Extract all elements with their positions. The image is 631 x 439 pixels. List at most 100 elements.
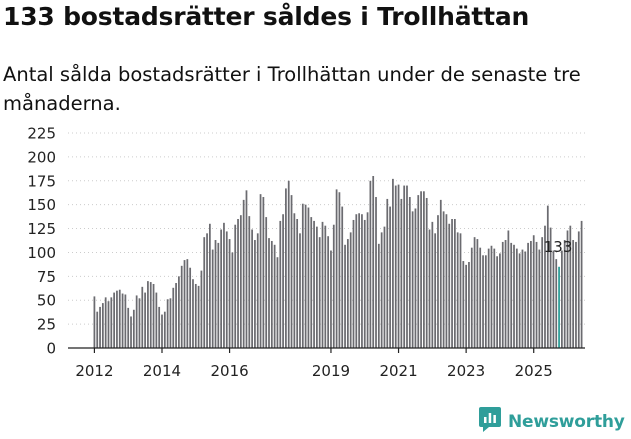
x-tick-label: 2014 (143, 362, 181, 380)
bar (186, 259, 189, 348)
bar (439, 199, 442, 348)
bar (541, 237, 544, 348)
bar (515, 248, 518, 348)
y-tick-label: 50 (37, 292, 56, 310)
bar (580, 220, 583, 348)
bar (194, 283, 197, 348)
y-tick-label: 150 (27, 196, 56, 214)
bar (330, 250, 332, 348)
bar (369, 180, 372, 348)
bar (442, 211, 445, 348)
bar (532, 235, 535, 348)
bar (496, 256, 498, 348)
bar (394, 185, 397, 348)
bar (296, 219, 299, 348)
bar (279, 220, 282, 348)
bar (552, 250, 555, 348)
bar (501, 241, 504, 348)
bar (524, 251, 527, 348)
bar (262, 197, 265, 348)
bar (206, 233, 208, 348)
bar (245, 190, 248, 348)
bar (301, 203, 304, 348)
bar (270, 240, 273, 348)
bar (366, 212, 369, 348)
bar (487, 248, 490, 348)
bar (434, 233, 437, 348)
data-label-latest: 133 (544, 238, 573, 256)
bar (445, 214, 448, 348)
bar (313, 220, 315, 348)
bar (203, 237, 206, 348)
bar (423, 191, 425, 348)
bar (513, 244, 515, 348)
bar (130, 316, 132, 348)
bar (135, 295, 138, 348)
bar (220, 229, 223, 348)
bar (183, 260, 186, 348)
bar (304, 204, 307, 348)
bar (169, 298, 172, 348)
bar (504, 240, 507, 348)
x-tick-label: 2021 (379, 362, 417, 380)
bar (470, 247, 473, 348)
bar (175, 283, 177, 348)
bar (228, 239, 231, 348)
bar (338, 192, 341, 348)
bar (535, 241, 538, 348)
bar (217, 242, 220, 348)
bar (239, 215, 242, 348)
x-axis-tick-labels: 2012 2014 2016 2019 2021 2023 2025 (75, 362, 552, 380)
bar (375, 197, 377, 348)
bar (507, 230, 510, 348)
bar (499, 253, 501, 348)
bar (107, 301, 110, 348)
bar (223, 222, 225, 348)
bar (569, 225, 572, 348)
bar (563, 240, 566, 348)
bar (172, 287, 175, 348)
bar (127, 307, 130, 348)
bar (256, 233, 259, 348)
bar (392, 178, 394, 348)
bar (327, 236, 330, 348)
brand-name: Newsworthy (508, 412, 625, 432)
bar (386, 198, 389, 348)
bar (490, 245, 493, 348)
bar (178, 276, 180, 348)
bar (538, 249, 541, 348)
bar (200, 270, 203, 348)
y-tick-label: 0 (46, 340, 56, 358)
bar (406, 185, 408, 348)
bar (254, 240, 256, 348)
bar (372, 176, 375, 348)
bar (451, 219, 453, 348)
bar (349, 232, 352, 348)
bar (192, 279, 194, 348)
bar (163, 311, 166, 348)
bar (211, 249, 214, 348)
bar (346, 239, 349, 348)
bar (341, 206, 344, 348)
bar (276, 257, 279, 348)
bar (158, 306, 161, 348)
bar (572, 240, 575, 348)
bar (530, 240, 532, 348)
y-tick-label: 75 (37, 268, 56, 286)
bar (268, 238, 270, 348)
bar (242, 199, 245, 348)
bar (459, 233, 462, 348)
bar (544, 225, 546, 348)
y-tick-label: 200 (27, 148, 56, 166)
bar (231, 252, 234, 348)
bar (482, 255, 484, 348)
bar (149, 282, 152, 348)
bar (335, 189, 338, 348)
bar (575, 241, 577, 348)
bar (397, 184, 400, 348)
bar (510, 242, 513, 348)
bar (358, 213, 360, 348)
bar (208, 223, 211, 348)
bar (344, 244, 346, 348)
